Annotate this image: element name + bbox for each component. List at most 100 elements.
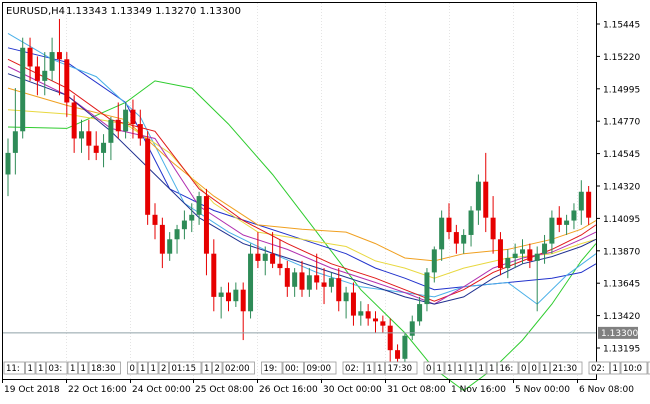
candle[interactable] (196, 191, 202, 225)
candle[interactable] (483, 152, 489, 233)
candle[interactable] (255, 232, 261, 269)
indicator-cell[interactable]: 1 (67, 361, 78, 375)
indicator-cell[interactable]: 0 (423, 361, 434, 375)
candle[interactable] (167, 232, 173, 261)
candle[interactable] (365, 304, 371, 326)
candle[interactable] (475, 174, 481, 225)
indicator-cell[interactable]: 1 (25, 361, 36, 375)
candle[interactable] (424, 268, 430, 312)
candle[interactable] (380, 315, 386, 333)
price-axis[interactable]: 1.15445 1.15220 1.14995 1.14770 1.14545 1.143… (596, 21, 640, 355)
candle[interactable] (292, 268, 298, 297)
indicator-cell[interactable]: 21:30 (550, 361, 583, 375)
indicator-cell[interactable]: 18:30 (88, 361, 121, 375)
candle[interactable] (218, 286, 224, 319)
candle[interactable] (505, 249, 511, 279)
candle[interactable] (453, 224, 459, 254)
candle[interactable] (343, 286, 349, 319)
candle[interactable] (262, 246, 268, 276)
indicator-cell[interactable]: 02: (588, 361, 610, 375)
indicator-cell[interactable]: 0 (518, 361, 529, 375)
candle[interactable] (270, 232, 276, 269)
candle[interactable] (549, 210, 555, 254)
candles-layer[interactable] (5, 18, 592, 365)
indicator-cell[interactable]: 2 (647, 361, 650, 375)
candle[interactable] (431, 246, 437, 283)
candle[interactable] (5, 138, 11, 197)
candle[interactable] (159, 217, 165, 269)
candle[interactable] (417, 296, 423, 326)
candle[interactable] (56, 18, 62, 96)
indicator-cell[interactable]: 17:30 (385, 361, 418, 375)
indicator-cell[interactable]: 16: (497, 361, 519, 375)
indicator-cell[interactable]: 09:00 (304, 361, 337, 375)
candle[interactable] (226, 282, 231, 312)
candle[interactable] (101, 134, 107, 168)
candle[interactable] (497, 232, 503, 276)
candle[interactable] (306, 268, 312, 297)
candle[interactable] (34, 56, 40, 96)
candle[interactable] (248, 243, 254, 319)
indicator-cell[interactable]: 2 (212, 361, 223, 375)
candle[interactable] (578, 180, 584, 225)
candle[interactable] (20, 37, 26, 139)
candle[interactable] (277, 239, 283, 276)
candle[interactable] (12, 88, 18, 175)
candle[interactable] (123, 102, 129, 139)
candle[interactable] (402, 332, 408, 365)
candle[interactable] (130, 99, 136, 139)
indicator-cell[interactable]: 1 (486, 361, 497, 375)
indicator-cell[interactable]: 0 (529, 361, 540, 375)
candle[interactable] (512, 243, 518, 269)
indicator-cell[interactable]: 1 (78, 361, 89, 375)
indicator-cell[interactable]: 00: (282, 361, 304, 375)
indicator-cell[interactable]: 01:15 (169, 361, 202, 375)
indicator-cell[interactable]: 1 (201, 361, 212, 375)
indicator-cell[interactable]: 03: (46, 361, 68, 375)
candle[interactable] (527, 243, 533, 269)
candle[interactable] (321, 268, 327, 305)
indicator-cell[interactable]: 10:0 (620, 361, 648, 375)
candle[interactable] (373, 311, 378, 333)
candle[interactable] (137, 109, 143, 146)
candle[interactable] (240, 282, 246, 341)
candle[interactable] (181, 210, 187, 240)
candle[interactable] (42, 52, 48, 96)
indicator-cell[interactable]: 1 (137, 361, 148, 375)
candle[interactable] (64, 52, 70, 117)
candle[interactable] (534, 246, 540, 312)
candle[interactable] (27, 37, 33, 81)
candle[interactable] (564, 214, 570, 235)
indicator-cell[interactable]: 1 (476, 361, 487, 375)
indicator-cell[interactable]: 02:00 (222, 361, 255, 375)
indicator-cell[interactable]: 1 (539, 361, 550, 375)
indicator-cell[interactable]: 1 (374, 361, 385, 375)
indicator-strip[interactable]: 11: 1 1 03: 1 1 18:30 0 1 1 2 01:15 1 2 02:00 19: 00: 09:… (3, 361, 650, 375)
candle[interactable] (299, 260, 305, 297)
candle[interactable] (314, 253, 320, 290)
candle[interactable] (556, 206, 562, 233)
indicator-cell[interactable]: 1 (434, 361, 445, 375)
indicator-cell[interactable]: 1 (35, 361, 46, 375)
candle[interactable] (350, 282, 356, 326)
candle[interactable] (446, 203, 452, 240)
candle[interactable] (461, 229, 467, 254)
candle[interactable] (211, 239, 217, 312)
candle[interactable] (571, 203, 577, 230)
date-axis[interactable]: 19 Oct 2018 22 Oct 16:00 24 Oct 00:00 25 Oc… (2, 379, 635, 395)
candle[interactable] (358, 301, 364, 326)
candle[interactable] (49, 37, 55, 81)
indicator-cell[interactable]: 1 (148, 361, 159, 375)
candle[interactable] (189, 203, 195, 233)
candle[interactable] (108, 116, 114, 161)
candle[interactable] (520, 239, 525, 264)
indicator-cell[interactable]: 1 (610, 361, 621, 375)
indicator-cell[interactable]: 1 (444, 361, 455, 375)
candle[interactable] (203, 188, 209, 276)
indicator-cell[interactable]: 02: (342, 361, 364, 375)
candle[interactable] (586, 186, 592, 225)
indicator-cell[interactable]: 0 (127, 361, 138, 375)
indicator-cell[interactable]: 11: (3, 361, 25, 375)
